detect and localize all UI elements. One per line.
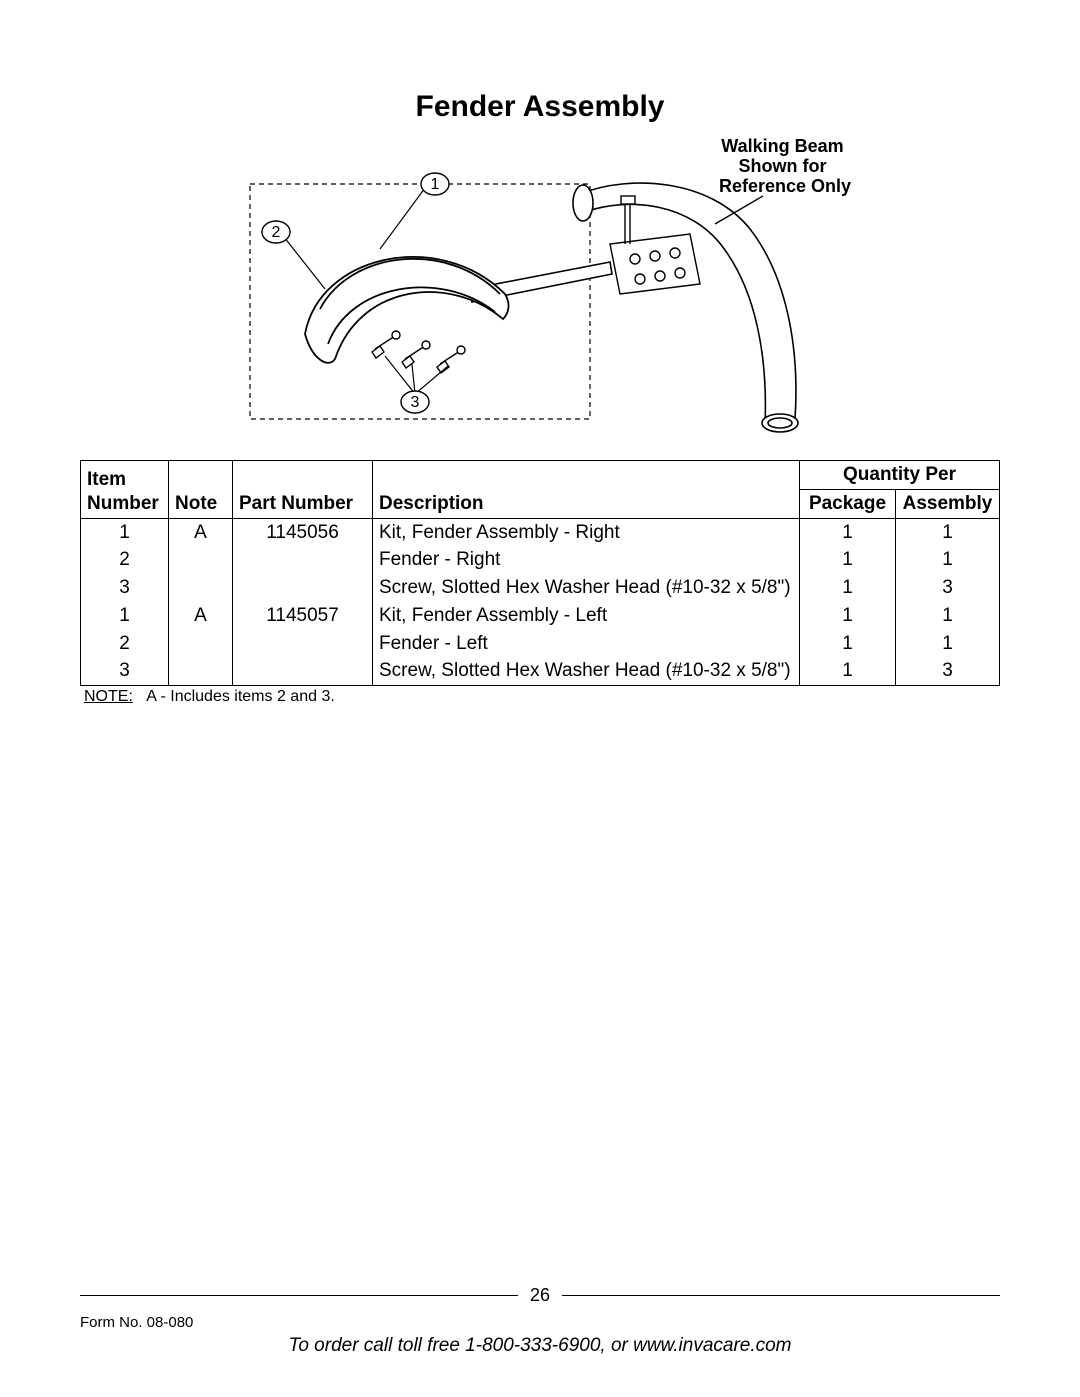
parts-tbody: 1 A 1145056 Kit, Fender Assembly - Right… [81, 518, 1000, 686]
diagram-container: 1 2 3 Walking Beam Shown f [80, 134, 1000, 454]
reference-annotation: Walking Beam Shown for Reference Only [715, 136, 851, 224]
th-note: Note [169, 461, 233, 519]
table-row: 3 Screw, Slotted Hex Washer Head (#10-32… [81, 574, 1000, 602]
table-row: 3 Screw, Slotted Hex Washer Head (#10-32… [81, 657, 1000, 685]
callout-3: 3 [385, 356, 448, 413]
page-footer: 26 Form No. 08-080 To order call toll fr… [80, 1285, 1000, 1357]
th-part: Part Number [233, 461, 373, 519]
order-line: To order call toll free 1-800-333-6900, … [80, 1335, 1000, 1357]
rule-right [562, 1295, 1000, 1296]
th-desc: Description [373, 461, 800, 519]
th-pkg: Package [800, 489, 896, 518]
rule-left [80, 1295, 518, 1296]
callout-3-label: 3 [411, 394, 420, 411]
th-qty-group: Quantity Per [800, 461, 1000, 490]
annotation-line1: Walking Beam [721, 136, 843, 156]
walking-beam [573, 183, 798, 432]
page: Fender Assembly [0, 0, 1080, 1397]
annotation-line3: Reference Only [719, 176, 851, 196]
page-number: 26 [530, 1285, 550, 1306]
selection-box [250, 184, 590, 419]
fender [305, 257, 509, 363]
form-number: Form No. 08-080 [80, 1314, 1000, 1331]
annotation-line2: Shown for [738, 156, 826, 176]
assembly-diagram: 1 2 3 Walking Beam Shown f [210, 134, 870, 454]
table-row: 1 A 1145056 Kit, Fender Assembly - Right… [81, 518, 1000, 546]
screws [372, 331, 465, 373]
callout-1-label: 1 [431, 176, 440, 193]
callout-2: 2 [262, 221, 325, 289]
table-row: 1 A 1145057 Kit, Fender Assembly - Left … [81, 602, 1000, 630]
svg-text:Walking Beam Shown f: Walking Beam Shown for Reference Only [719, 136, 851, 196]
table-row: 2 Fender - Left 1 1 [81, 630, 1000, 658]
note-label: NOTE: [84, 688, 133, 705]
parts-table: Item Number Note Part Number Description… [80, 460, 1000, 686]
th-item: Item Number [81, 461, 169, 519]
th-asm: Assembly [896, 489, 1000, 518]
table-note: NOTE: A - Includes items 2 and 3. [80, 686, 1000, 706]
callout-2-label: 2 [272, 224, 281, 241]
footer-rule: 26 [80, 1285, 1000, 1306]
note-text: A - Includes items 2 and 3. [146, 688, 335, 705]
table-row: 2 Fender - Right 1 1 [81, 546, 1000, 574]
page-title: Fender Assembly [80, 90, 1000, 124]
